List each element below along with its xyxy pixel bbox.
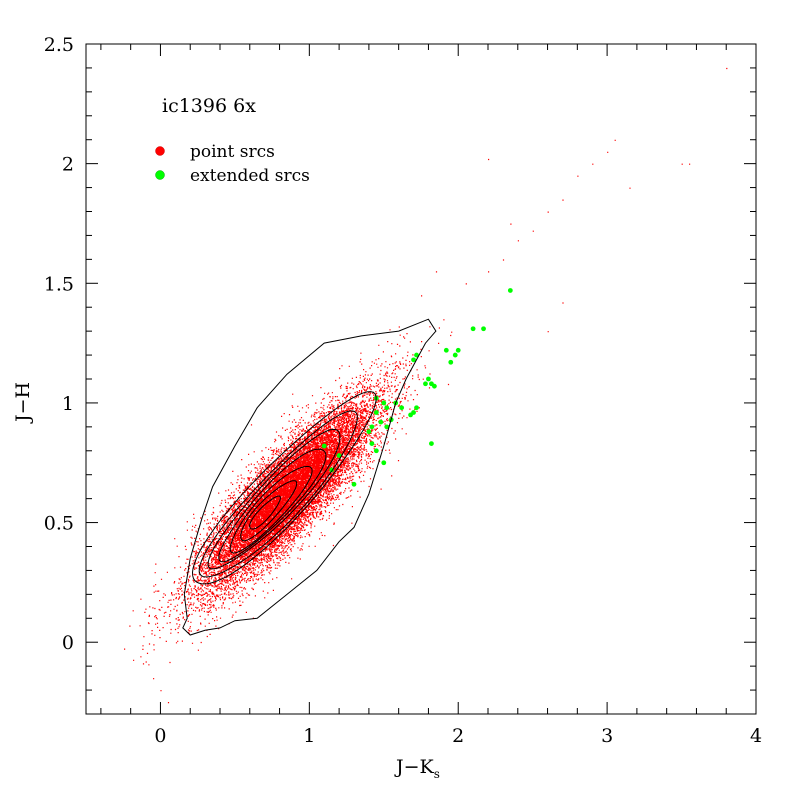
points-layer — [124, 67, 728, 704]
extended-src-point — [366, 429, 372, 435]
y-tick-label: 2 — [62, 154, 74, 176]
y-tick-label: 0 — [62, 632, 74, 654]
extended-src-point — [432, 383, 437, 389]
contour-inner — [218, 448, 327, 563]
x-tick-label: 3 — [601, 725, 613, 747]
x-axis-label-main: J−K — [394, 756, 435, 778]
legend-label-point-srcs: point srcs — [190, 142, 275, 162]
x-tick-label: 1 — [303, 725, 315, 747]
legend-label-extended-srcs: extended srcs — [190, 166, 310, 186]
extended-src-point — [351, 481, 357, 487]
extended-src-point — [399, 405, 405, 411]
contour-inner — [249, 495, 281, 530]
extended-src-point — [452, 352, 458, 358]
extended-src-point — [369, 441, 375, 447]
contour-inner — [229, 465, 313, 554]
extended-src-point — [423, 381, 428, 387]
extended-src-point — [470, 326, 476, 332]
extended-src-point — [336, 453, 342, 458]
contour-outer — [182, 318, 437, 636]
extended-src-point — [373, 410, 379, 415]
extended-src-point — [384, 424, 390, 430]
extended-src-point — [373, 448, 379, 454]
y-tick-label: 1 — [62, 393, 74, 415]
extended-src-point — [426, 376, 431, 382]
legend-title: ic1396 6x — [162, 95, 256, 117]
extended-src-point — [481, 326, 486, 332]
contour-inner — [207, 428, 341, 570]
extended-src-point — [414, 405, 419, 411]
legend-marker-extended-srcs — [155, 170, 165, 180]
extended-src-point — [381, 400, 387, 406]
contour-inner — [198, 410, 358, 578]
legend-marker-point-srcs — [155, 146, 165, 156]
extended-src-point — [455, 347, 461, 353]
extended-src-point — [321, 443, 327, 449]
extended-src-point — [448, 359, 454, 365]
y-tick-label: 0.5 — [44, 513, 74, 535]
contour-inner — [240, 480, 298, 542]
point-srcs-markers — [124, 67, 728, 704]
x-axis-label-subscript: s — [434, 767, 440, 781]
y-axis-label: J−H — [12, 382, 34, 424]
extended-src-point — [414, 352, 419, 358]
x-tick-label: 2 — [452, 725, 464, 747]
extended-src-point — [384, 405, 390, 411]
contours-layer — [182, 318, 437, 636]
y-tick-label: 1.5 — [44, 273, 74, 295]
extended-src-point — [507, 288, 513, 293]
extended-src-point — [408, 412, 413, 418]
extended-src-point — [378, 419, 384, 425]
ticks-layer: 0 1 2 3 4 0 0.5 1 1.5 2 2.5 — [44, 34, 762, 747]
extended-src-point — [369, 424, 375, 430]
extended-src-point — [429, 441, 434, 447]
x-tick-label: 0 — [154, 725, 166, 747]
extended-src-point — [411, 357, 416, 363]
contour-inner — [191, 391, 377, 585]
x-tick-label: 4 — [750, 725, 762, 747]
extended-src-point — [381, 460, 387, 466]
x-axis-label: J−Ks — [394, 756, 440, 781]
y-tick-label: 2.5 — [44, 34, 74, 56]
extended-src-point — [443, 347, 449, 353]
